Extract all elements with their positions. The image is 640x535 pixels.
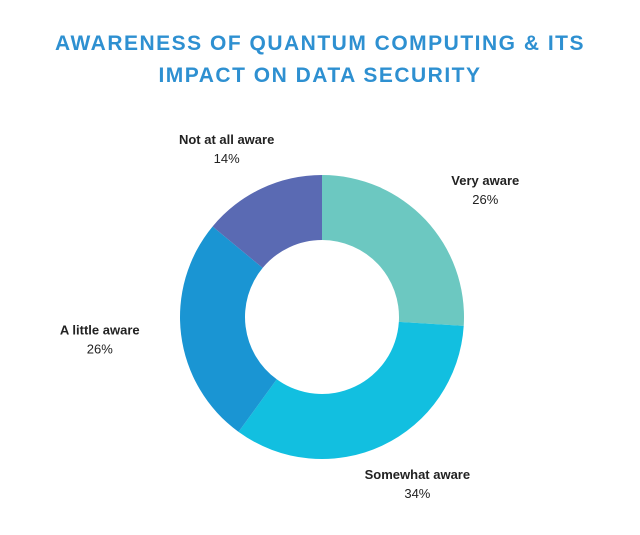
slice-label: Not at all aware xyxy=(179,132,274,147)
slice-label: A little aware xyxy=(60,323,140,338)
slice-value: 34% xyxy=(404,486,430,501)
donut-slice xyxy=(212,175,322,268)
donut-slice xyxy=(322,175,464,326)
slice-value: 26% xyxy=(87,342,113,357)
slice-value: 14% xyxy=(214,151,240,166)
slice-value: 26% xyxy=(472,192,498,207)
donut-slice xyxy=(238,321,464,459)
chart-title: AWARENESS OF QUANTUM COMPUTING & ITS IMP… xyxy=(54,32,585,87)
slice-label: Somewhat aware xyxy=(365,467,471,482)
donut-slice xyxy=(180,226,277,432)
slice-label: Very aware xyxy=(451,173,519,188)
